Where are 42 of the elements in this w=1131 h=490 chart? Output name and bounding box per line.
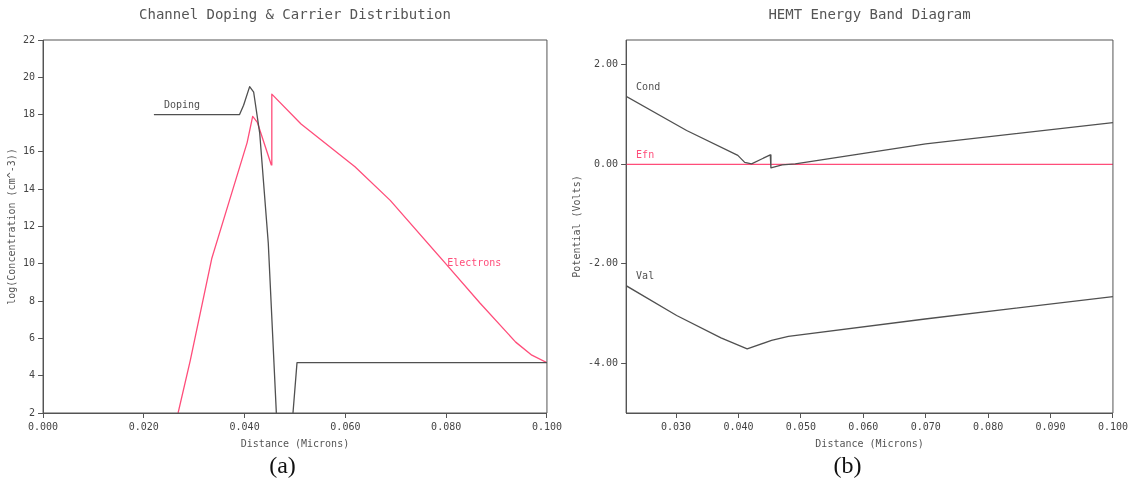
x-tick-label: 0.080 [973, 420, 1004, 432]
y-tick-label: 14 [22, 182, 36, 194]
x-tick-label: 0.030 [660, 420, 692, 432]
y-tick-label: 22 [22, 33, 36, 45]
text: (a) [268, 452, 297, 479]
x-tick-label: 0.080 [431, 420, 462, 432]
x-tick-label: 0.040 [723, 420, 754, 432]
y-tick-label: 20 [22, 70, 36, 82]
y-tick-label: 18 [22, 108, 36, 120]
y-tick-label: -4.00 [587, 356, 619, 368]
y-axis-title: log(Concentration (cm^-3)) [5, 148, 17, 305]
x-axis-title: Distance (Microns) [240, 437, 350, 449]
y-tick-label: -2.00 [587, 257, 619, 269]
chart-title: Channel Doping & Carrier Distribution [139, 5, 451, 22]
x-axis-title: Distance (Microns) [815, 437, 924, 449]
y-tick-label: 2.00 [594, 58, 619, 70]
x-tick-label: 0.090 [1035, 420, 1066, 432]
y-axis-title: Potential (Volts) [570, 175, 582, 278]
x-tick-label: 0.000 [27, 420, 59, 432]
y-tick-label: 8 [29, 294, 36, 306]
text: (b) [832, 452, 863, 479]
x-tick-label: 0.100 [531, 420, 562, 432]
y-tick-label: 0.00 [594, 157, 619, 169]
y-tick-label: 12 [22, 220, 36, 232]
series-label: Efn [636, 148, 655, 160]
y-tick-label: 10 [22, 257, 36, 269]
x-tick-label: 0.020 [128, 420, 159, 432]
y-tick-label: 2 [29, 406, 36, 418]
y-tick-label: 16 [22, 145, 36, 157]
annotation: Electrons [447, 257, 502, 269]
x-tick-label: 0.040 [229, 420, 260, 432]
series-label: Cond [636, 80, 661, 92]
y-tick-label: 6 [29, 331, 36, 343]
x-tick-label: 0.050 [785, 420, 816, 432]
x-tick-label: 0.060 [848, 420, 879, 432]
chart-title: HEMT Energy Band Diagram [768, 5, 971, 22]
x-tick-label: 0.060 [330, 420, 361, 432]
x-tick-label: 0.100 [1097, 420, 1128, 432]
series-label: Val [636, 270, 655, 282]
x-tick-label: 0.070 [910, 420, 941, 432]
series-label: Doping [163, 99, 201, 111]
y-tick-label: 4 [29, 369, 36, 381]
